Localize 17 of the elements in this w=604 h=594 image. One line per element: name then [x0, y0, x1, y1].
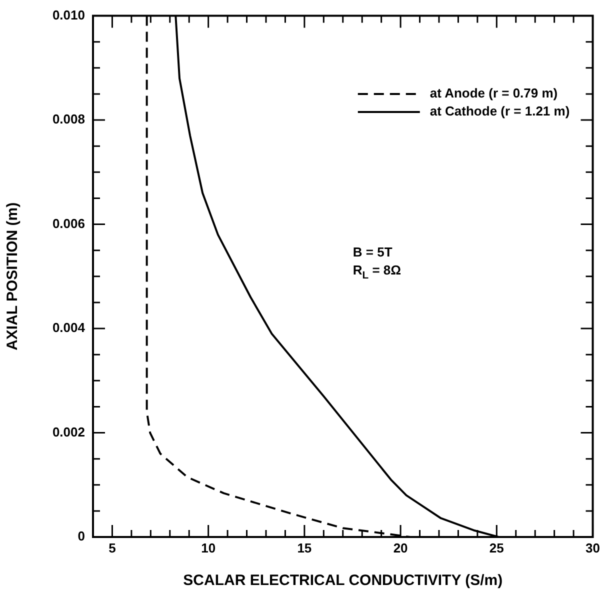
y-tick-label: 0.010: [52, 7, 85, 22]
x-axis-title: SCALAR ELECTRICAL CONDUCTIVITY (S/m): [183, 572, 503, 590]
x-tick-label: 25: [489, 540, 504, 556]
y-tick-label: 0: [78, 528, 85, 544]
y-tick-label: 0.004: [52, 320, 86, 336]
y-tick-label: 0.008: [52, 112, 85, 127]
y-axis-title: AXIAL POSITION (m): [4, 202, 22, 350]
x-tick-label: 5: [108, 540, 116, 556]
x-tick-label: 20: [393, 540, 408, 556]
annotation: B = 5T: [352, 244, 392, 260]
y-tick-label: 0.002: [52, 424, 85, 440]
legend-label: at Anode (r = 0.79 m): [430, 86, 558, 101]
legend-label: at Cathode (r = 1.21 m): [430, 104, 570, 119]
y-tick-label: 0.006: [52, 216, 85, 231]
x-tick-label: 30: [586, 540, 600, 556]
x-tick-label: 10: [201, 540, 216, 556]
x-tick-label: 15: [297, 540, 312, 556]
